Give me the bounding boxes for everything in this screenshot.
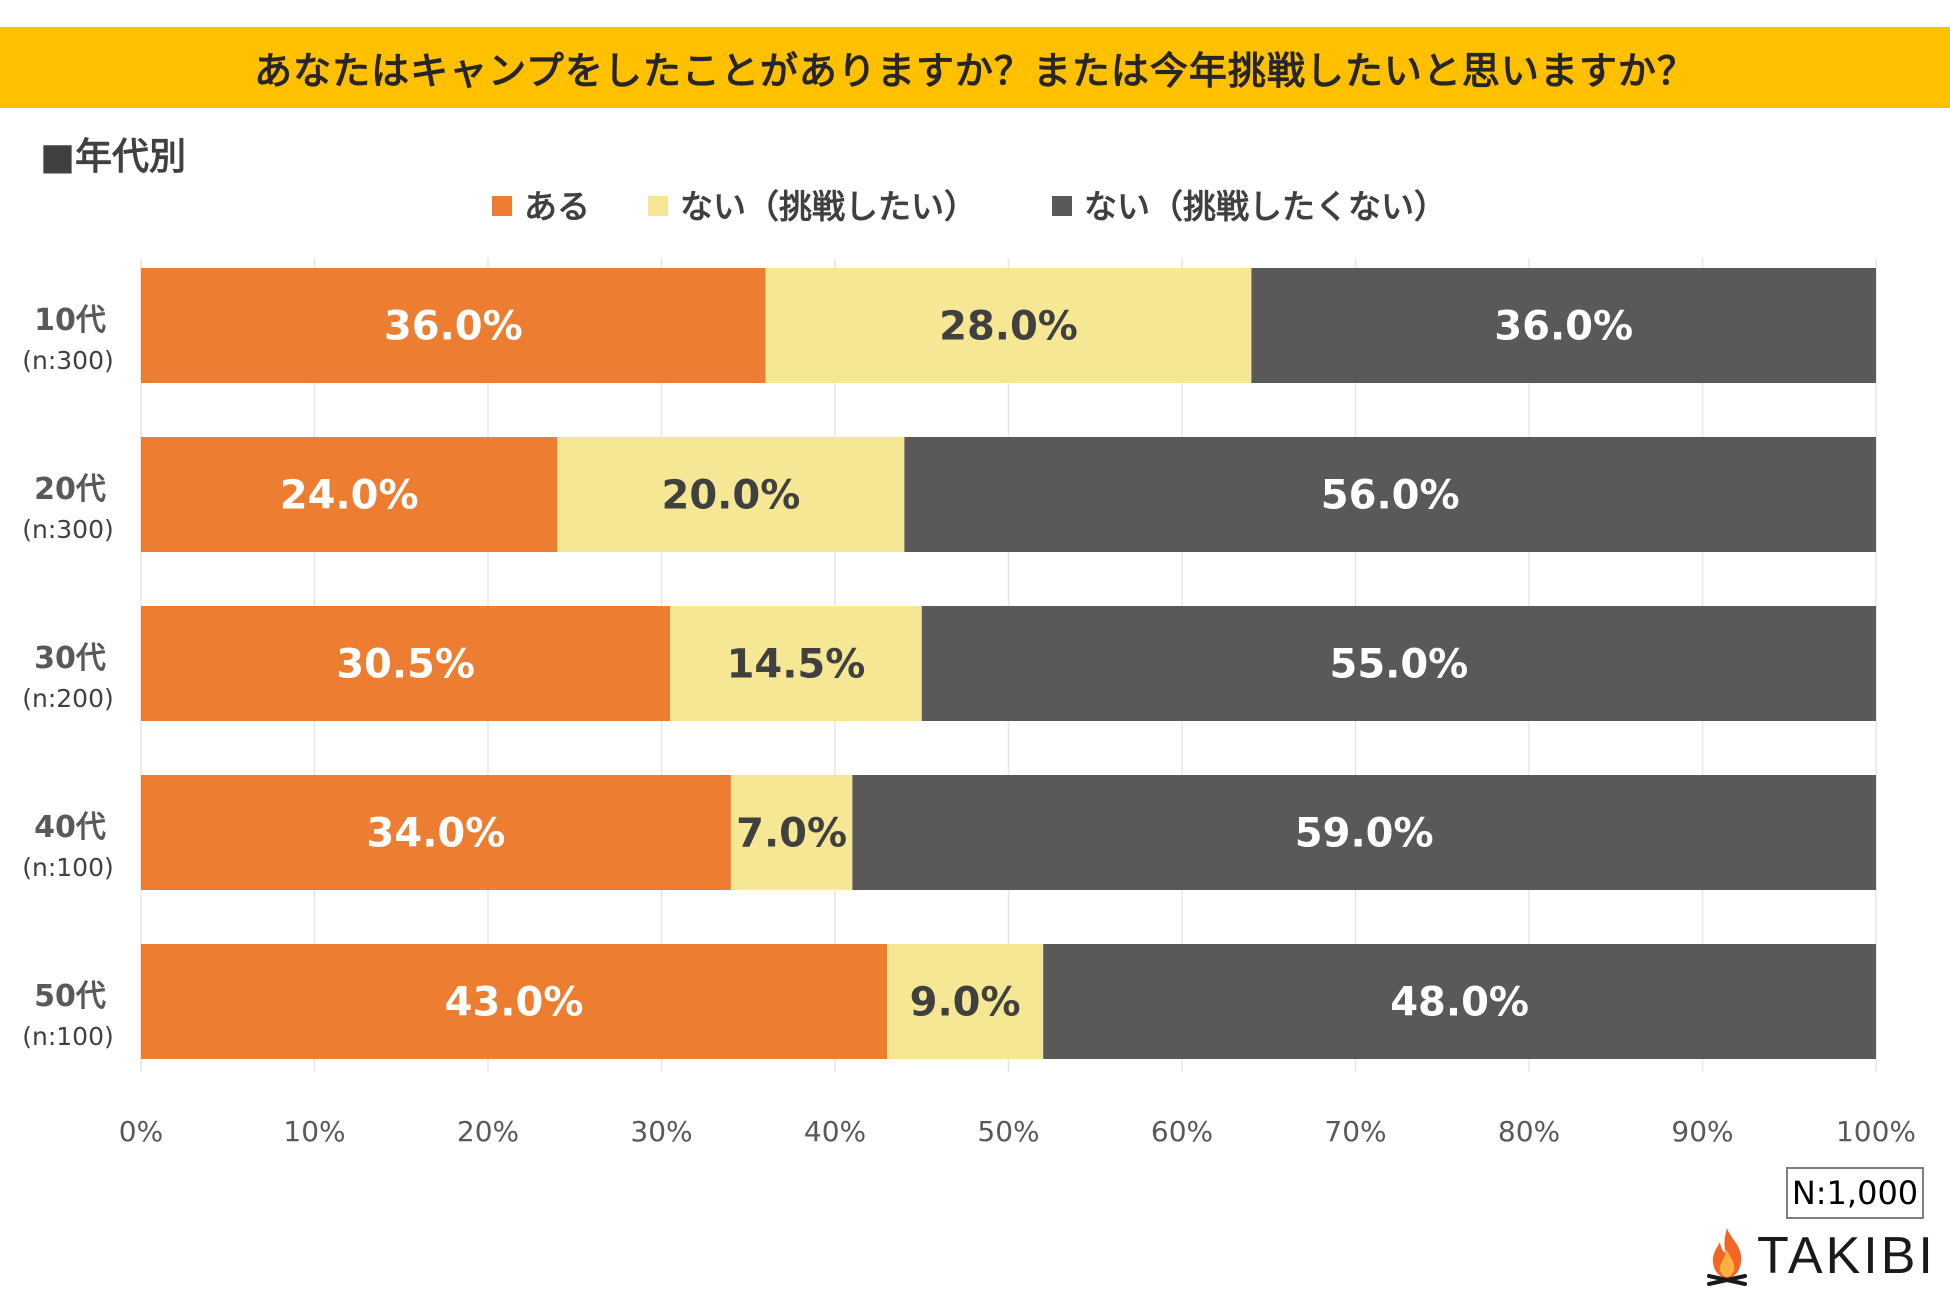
- legend-label: ない（挑戦したい）: [680, 187, 977, 226]
- category-labels: 10代 (n:300) 20代 (n:300) 30代 (n:200) 40代 (n:100)…: [22, 303, 114, 1051]
- x-tick-label: 60%: [1151, 1115, 1213, 1148]
- data-label: 28.0%: [939, 304, 1078, 350]
- x-tick-label: 90%: [1671, 1115, 1733, 1148]
- x-tick-label: 80%: [1498, 1115, 1560, 1148]
- category-sample-size: (n:200): [22, 684, 114, 713]
- legend-swatch: [492, 196, 512, 216]
- bar-segment: [557, 437, 905, 552]
- x-axis-ticks: 0% 10% 20% 30% 40% 50% 60% 70% 80% 90% 100%: [119, 1115, 1916, 1148]
- bars: 36.0% 28.0% 36.0% 24.0% 20.0% 56.0% 30.5% 14.5%…: [141, 268, 1876, 1059]
- bar-segment: [141, 268, 766, 383]
- bar-segment: [141, 606, 671, 721]
- x-tick-label: 20%: [457, 1115, 519, 1148]
- bar-segment: [730, 775, 853, 890]
- x-tick-label: 30%: [630, 1115, 692, 1148]
- x-tick-label: 40%: [804, 1115, 866, 1148]
- category-label: 50代: [34, 979, 106, 1014]
- legend-label: ある: [524, 187, 590, 226]
- legend-swatch: [1052, 196, 1072, 216]
- sample-size-note: N:1,000: [1786, 1167, 1924, 1219]
- bar-segment: [670, 606, 922, 721]
- category-label: 10代: [34, 303, 106, 338]
- data-label: 34.0%: [367, 811, 506, 857]
- data-label: 56.0%: [1321, 473, 1460, 519]
- data-label: 59.0%: [1295, 811, 1434, 857]
- x-tick-label: 10%: [283, 1115, 345, 1148]
- data-label: 9.0%: [910, 980, 1021, 1026]
- bar-segment: [141, 944, 888, 1059]
- data-label: 43.0%: [445, 980, 584, 1026]
- category-sample-size: (n:300): [22, 346, 114, 375]
- category-label: 30代: [34, 641, 106, 676]
- x-tick-label: 70%: [1324, 1115, 1386, 1148]
- category-label: 40代: [34, 810, 106, 845]
- brand-name: TAKIBI: [1757, 1227, 1936, 1285]
- bar-segment: [141, 437, 558, 552]
- bar-segment: [1251, 268, 1876, 383]
- bar-segment: [904, 437, 1876, 552]
- data-label: 36.0%: [384, 304, 523, 350]
- bar-segment: [141, 775, 731, 890]
- legend-swatch: [648, 196, 668, 216]
- flame-icon: [1707, 1228, 1747, 1286]
- category-sample-size: (n:100): [22, 1022, 114, 1051]
- data-label: 14.5%: [727, 642, 866, 688]
- category-sample-size: (n:300): [22, 515, 114, 544]
- legend: ある ない（挑戦したい） ない（挑戦したくない）: [492, 187, 1447, 226]
- bar-segment: [852, 775, 1876, 890]
- data-label: 48.0%: [1390, 980, 1529, 1026]
- x-tick-label: 50%: [977, 1115, 1039, 1148]
- x-tick-label: 100%: [1836, 1115, 1916, 1148]
- bar-segment: [1043, 944, 1876, 1059]
- data-label: 55.0%: [1329, 642, 1468, 688]
- data-label: 24.0%: [280, 473, 419, 519]
- data-label: 30.5%: [336, 642, 475, 688]
- category-sample-size: (n:100): [22, 853, 114, 882]
- legend-label: ない（挑戦したくない）: [1084, 187, 1447, 226]
- brand-logo: TAKIBI: [1703, 1222, 1936, 1290]
- data-label: 36.0%: [1494, 304, 1633, 350]
- x-tick-label: 0%: [119, 1115, 163, 1148]
- category-label: 20代: [34, 472, 106, 507]
- data-label: 20.0%: [662, 473, 801, 519]
- chart-subtitle: ■年代別: [40, 135, 186, 178]
- data-label: 7.0%: [736, 811, 847, 857]
- bar-segment: [921, 606, 1876, 721]
- bar-segment: [765, 268, 1252, 383]
- chart-title: あなたはキャンプをしたことがありますか？または今年挑戦したいと思いますか？: [0, 27, 1950, 108]
- bar-segment: [887, 944, 1044, 1059]
